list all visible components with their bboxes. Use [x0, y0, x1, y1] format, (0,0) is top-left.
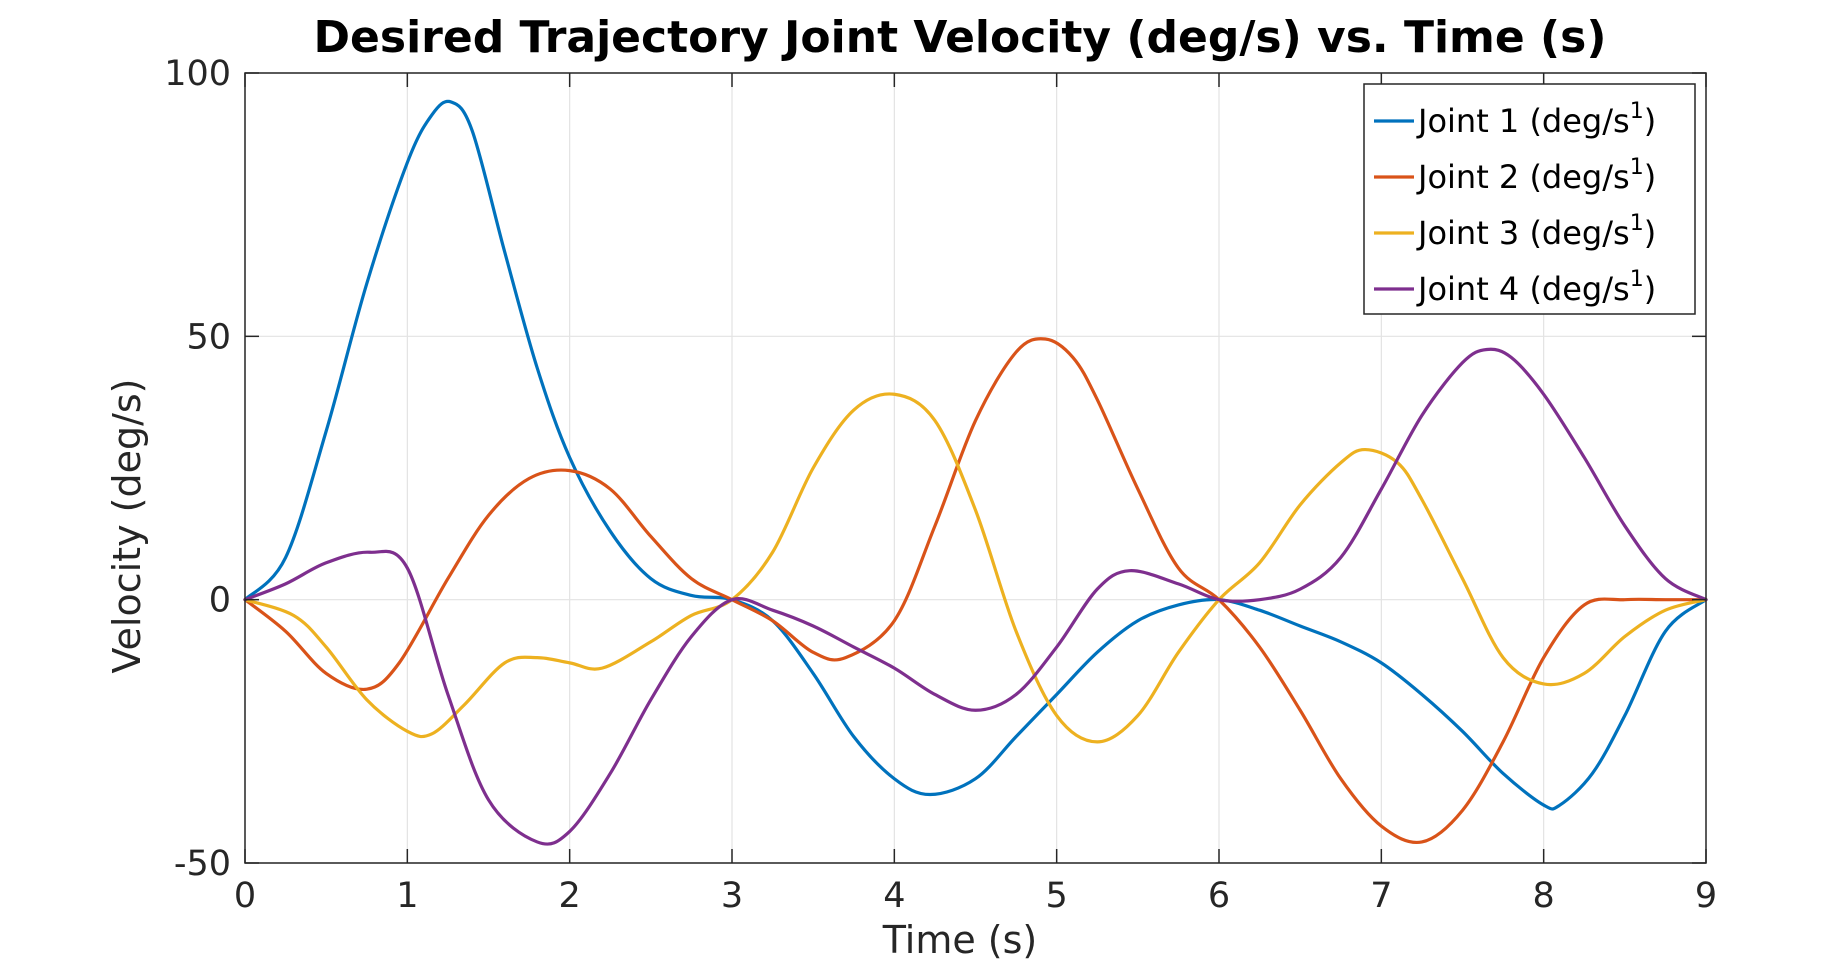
y-tick-labels: -50 0 50 100 [164, 54, 231, 884]
x-tick-label: 4 [883, 876, 905, 916]
legend-superscript: 1 [1630, 211, 1644, 236]
legend-label-text: Joint 2 (deg/s [1416, 158, 1630, 196]
x-tick-label: 3 [721, 876, 743, 916]
legend-superscript: 1 [1630, 155, 1644, 180]
y-tick-label: 50 [186, 317, 231, 357]
legend-closing-paren: ) [1644, 214, 1656, 252]
x-tick-label: 8 [1533, 876, 1555, 916]
legend-label-text: Joint 4 (deg/s [1416, 270, 1630, 308]
series-line-joint-3 [243, 392, 1708, 744]
legend-closing-paren: ) [1644, 270, 1656, 308]
legend-superscript: 1 [1630, 267, 1644, 292]
series-line-joint-4 [243, 347, 1708, 846]
legend-box [1363, 83, 1696, 315]
y-axis-label: Velocity (deg/s) [105, 378, 149, 673]
series-line-joint-1 [243, 99, 1708, 811]
legend-label-joint-3: Joint 3 (deg/s1) [1416, 211, 1656, 252]
y-tick-label: 100 [164, 54, 231, 94]
legend: Joint 1 (deg/s1)Joint 2 (deg/s1)Joint 3 … [1363, 83, 1696, 315]
x-tick-label: 6 [1208, 876, 1230, 916]
series-layer [243, 99, 1708, 846]
x-tick-label: 2 [559, 876, 581, 916]
x-tick-label: 7 [1370, 876, 1392, 916]
legend-label-joint-4: Joint 4 (deg/s1) [1416, 267, 1656, 308]
legend-superscript: 1 [1630, 99, 1644, 124]
legend-label-text: Joint 1 (deg/s [1416, 102, 1630, 140]
legend-label-text: Joint 3 (deg/s [1416, 214, 1630, 252]
x-tick-label: 5 [1046, 876, 1068, 916]
axes-frame [244, 72, 1707, 864]
legend-closing-paren: ) [1644, 158, 1656, 196]
x-tick-labels: 0 1 2 3 4 5 6 7 8 9 [234, 876, 1717, 916]
series-line-joint-2 [243, 337, 1708, 845]
chart-title: Desired Trajectory Joint Velocity (deg/s… [314, 12, 1607, 63]
y-tick-label: 0 [209, 581, 231, 621]
y-tick-label: -50 [174, 844, 231, 884]
x-tick-label: 1 [396, 876, 418, 916]
legend-label-joint-2: Joint 2 (deg/s1) [1416, 155, 1656, 196]
x-tick-label: 0 [234, 876, 256, 916]
x-tick-label: 9 [1695, 876, 1717, 916]
legend-closing-paren: ) [1644, 102, 1656, 140]
tick-marks [244, 72, 1707, 864]
x-axis-label: Time (s) [882, 918, 1038, 961]
legend-label-joint-1: Joint 1 (deg/s1) [1416, 99, 1656, 140]
